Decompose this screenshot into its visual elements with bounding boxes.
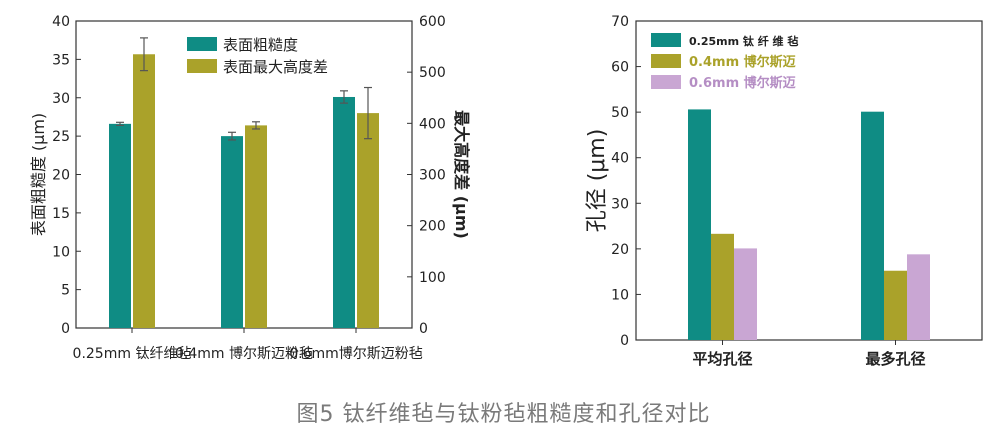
legend-label: 0.6mm 博尔斯迈 [689,75,796,91]
y-tick-label: 30 [611,196,629,212]
y-tick-label: 0 [620,333,629,349]
bar-max-height-diff [133,54,155,329]
right-tick-label: 0 [419,321,428,337]
legend-label: 表面最大高度差 [223,58,328,76]
y-tick-label: 20 [611,242,629,258]
legend-swatch [651,75,681,89]
left-tick-label: 10 [52,244,70,260]
right-tick-label: 100 [419,270,446,286]
left-axis-label: 表面粗糙度 (μm) [29,113,48,236]
pore-size-chart: 0 10 20 30 40 50 60 70 孔径 (μm) 平均孔径 最多孔径 0.25mm 钛 纤… [585,14,983,368]
legend-swatch [187,59,217,73]
plot-frame [635,20,983,341]
legend-swatch [187,37,217,51]
left-tick-label: 15 [52,206,70,222]
category-label: 0.4mm 博尔斯迈粉毡 [175,345,313,362]
category-label: 0.6mm博尔斯迈粉毡 [289,345,423,362]
left-tick-label: 25 [52,129,70,145]
bar-max-height-diff [357,113,379,328]
category-label: 0.25mm 钛纤维毡 [73,346,192,362]
left-tick-label: 0 [61,321,70,337]
bar-series-1 [861,111,884,341]
y-tick-label: 60 [611,60,629,76]
right-tick-label: 400 [419,116,446,132]
legend-label: 表面粗糙度 [223,36,298,54]
bar-series-3 [734,248,757,340]
left-tick-label: 30 [52,91,70,107]
bar-max-height-diff [245,125,267,328]
legend-swatch [651,33,681,47]
y-axis-label: 孔径 (μm) [585,129,610,233]
right-tick-label: 300 [419,168,446,184]
bar-series-2 [884,270,907,340]
bar-series-2 [711,233,734,340]
left-tick-label: 5 [61,283,70,299]
y-tick-label: 40 [611,151,629,167]
figure-caption: 图5 钛纤维毡与钛粉毡粗糙度和孔径对比 [296,402,711,427]
category-label: 最多孔径 [865,350,925,368]
right-axis-label: 最大高度差 (μm) [452,110,471,239]
right-tick-label: 600 [419,14,446,30]
roughness-chart: 05101520253035400100200300400500600表面粗糙度… [29,14,471,362]
right-tick-label: 500 [419,65,446,81]
left-tick-label: 35 [52,52,70,68]
y-tick-label: 10 [611,287,629,303]
figure-canvas: 05101520253035400100200300400500600表面粗糙度… [29,14,983,368]
bar-roughness [333,96,355,328]
category-label: 平均孔径 [692,350,752,368]
right-tick-label: 200 [419,219,446,235]
y-tick-label: 70 [611,14,629,30]
bar-roughness [109,123,131,328]
y-tick-label: 50 [611,105,629,121]
bar-series-3 [907,254,930,340]
legend-swatch [651,54,681,68]
left-tick-label: 20 [52,168,70,184]
bar-series-1 [688,109,711,340]
legend-label: 0.4mm 博尔斯迈 [689,54,796,70]
bar-roughness [221,136,243,328]
left-tick-label: 40 [52,14,70,30]
legend-label: 0.25mm 钛 纤 维 毡 [689,34,798,48]
